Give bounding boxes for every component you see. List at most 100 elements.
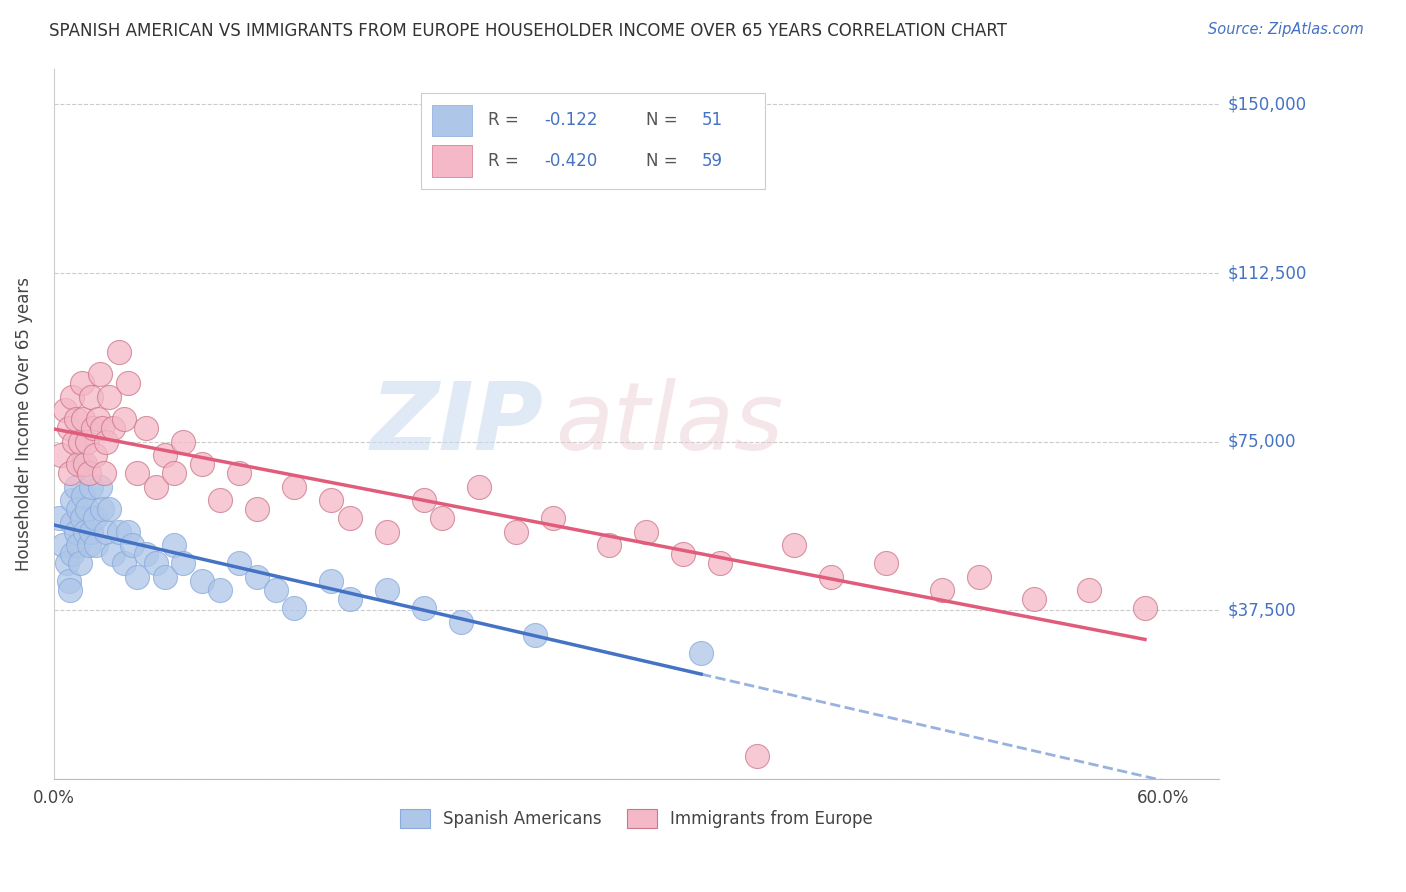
Point	[59, 583, 82, 598]
Point	[48, 511, 70, 525]
Text: SPANISH AMERICAN VS IMMIGRANTS FROM EUROPE HOUSEHOLDER INCOME OVER 65 YEARS CORR: SPANISH AMERICAN VS IMMIGRANTS FROM EURO…	[49, 22, 1007, 40]
Point	[69, 434, 91, 449]
Point	[70, 511, 93, 525]
Point	[60, 547, 83, 561]
Point	[90, 421, 112, 435]
Text: ZIP: ZIP	[370, 377, 543, 470]
Point	[967, 569, 990, 583]
Point	[135, 421, 157, 435]
Point	[412, 601, 434, 615]
Point	[125, 569, 148, 583]
Point	[65, 412, 87, 426]
Point	[135, 547, 157, 561]
Point	[875, 556, 897, 570]
Point	[58, 574, 80, 588]
Point	[52, 538, 75, 552]
Point	[505, 524, 527, 539]
Point	[117, 524, 139, 539]
Text: -0.420: -0.420	[544, 152, 598, 169]
Point	[77, 466, 100, 480]
Point	[75, 524, 97, 539]
Point	[931, 583, 953, 598]
Point	[121, 538, 143, 552]
Text: N =: N =	[645, 152, 682, 169]
Point	[1022, 592, 1045, 607]
Point	[228, 556, 250, 570]
Point	[112, 556, 135, 570]
FancyBboxPatch shape	[420, 94, 765, 189]
Point	[153, 448, 176, 462]
Point	[145, 480, 167, 494]
Point	[117, 376, 139, 391]
Point	[634, 524, 657, 539]
Point	[58, 421, 80, 435]
Point	[745, 749, 768, 764]
Point	[1078, 583, 1101, 598]
Point	[523, 628, 546, 642]
Text: 59: 59	[702, 152, 723, 169]
Point	[65, 524, 87, 539]
Point	[63, 434, 86, 449]
Point	[51, 448, 73, 462]
Text: $37,500: $37,500	[1227, 601, 1296, 619]
Point	[87, 412, 110, 426]
Point	[94, 524, 117, 539]
Point	[77, 538, 100, 552]
Point	[75, 457, 97, 471]
Point	[1133, 601, 1156, 615]
Point	[76, 434, 98, 449]
Point	[246, 569, 269, 583]
Text: -0.122: -0.122	[544, 112, 598, 129]
Point	[83, 511, 105, 525]
Point	[60, 516, 83, 530]
Point	[163, 466, 186, 480]
Point	[70, 376, 93, 391]
Point	[209, 493, 232, 508]
FancyBboxPatch shape	[433, 104, 472, 136]
Point	[820, 569, 842, 583]
Point	[72, 489, 94, 503]
Point	[53, 403, 76, 417]
Point	[60, 390, 83, 404]
Point	[375, 583, 398, 598]
Text: $150,000: $150,000	[1227, 95, 1306, 113]
Point	[66, 538, 89, 552]
Text: R =: R =	[488, 152, 524, 169]
Point	[101, 547, 124, 561]
Point	[72, 412, 94, 426]
Point	[76, 502, 98, 516]
Point	[60, 493, 83, 508]
Point	[86, 538, 108, 552]
Point	[69, 556, 91, 570]
Y-axis label: Householder Income Over 65 years: Householder Income Over 65 years	[15, 277, 32, 571]
Text: atlas: atlas	[555, 378, 783, 469]
Point	[246, 502, 269, 516]
Point	[89, 368, 111, 382]
Point	[339, 511, 361, 525]
Point	[709, 556, 731, 570]
Point	[163, 538, 186, 552]
Point	[112, 412, 135, 426]
Point	[172, 556, 194, 570]
Point	[80, 390, 103, 404]
Text: $75,000: $75,000	[1227, 433, 1296, 450]
Point	[83, 448, 105, 462]
Point	[65, 480, 87, 494]
Point	[93, 466, 115, 480]
Point	[321, 493, 343, 508]
Point	[191, 574, 214, 588]
Legend: Spanish Americans, Immigrants from Europe: Spanish Americans, Immigrants from Europ…	[394, 802, 880, 835]
Point	[339, 592, 361, 607]
Point	[153, 569, 176, 583]
Point	[191, 457, 214, 471]
Point	[59, 466, 82, 480]
Point	[690, 646, 713, 660]
Point	[55, 556, 77, 570]
Point	[412, 493, 434, 508]
Point	[283, 480, 305, 494]
Point	[172, 434, 194, 449]
Point	[782, 538, 804, 552]
Point	[432, 511, 454, 525]
Point	[89, 480, 111, 494]
Point	[468, 480, 491, 494]
